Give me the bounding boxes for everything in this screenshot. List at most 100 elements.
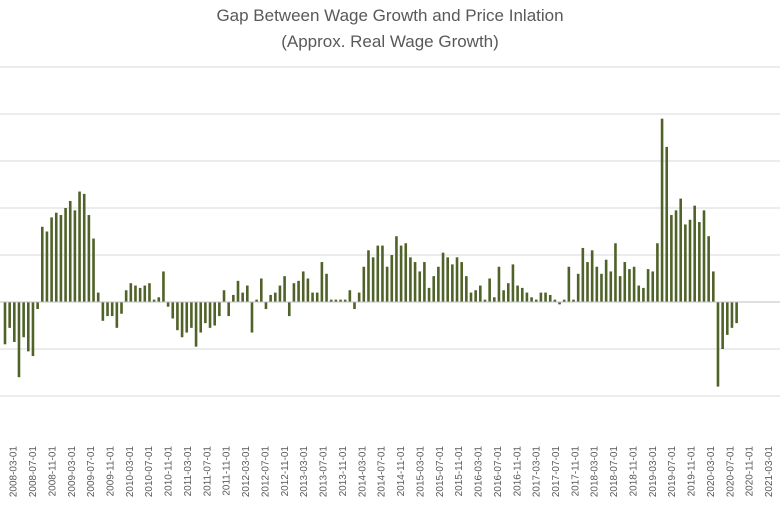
bar <box>320 262 324 302</box>
bar <box>264 302 268 310</box>
bar <box>451 264 454 302</box>
bar <box>399 245 403 302</box>
bar <box>348 290 352 302</box>
bar <box>712 271 715 302</box>
bar <box>730 302 734 328</box>
bar-series <box>3 118 738 387</box>
bar <box>297 280 300 302</box>
bar <box>441 252 445 302</box>
bar <box>614 243 617 302</box>
bar <box>688 219 692 302</box>
bar <box>483 299 487 302</box>
bar <box>684 224 687 302</box>
bar <box>157 297 161 302</box>
bar <box>218 302 221 317</box>
bar <box>702 210 706 302</box>
bar <box>721 302 724 349</box>
bar <box>143 285 147 302</box>
bar <box>36 302 39 310</box>
bar <box>222 290 226 302</box>
bar <box>301 271 305 302</box>
bar <box>357 292 361 302</box>
bar <box>567 266 571 302</box>
x-tick-label: 2019-11-01 <box>687 446 698 497</box>
bar <box>227 302 230 317</box>
x-tick-label: 2010-03-01 <box>125 446 136 498</box>
bar <box>339 299 342 302</box>
bar <box>437 266 440 302</box>
x-tick-label: 2019-07-01 <box>667 446 678 498</box>
bar <box>87 215 91 302</box>
bar <box>469 292 473 302</box>
x-tick-label: 2021-03-01 <box>764 446 775 498</box>
x-tick-label: 2012-11-01 <box>280 446 291 497</box>
bar <box>479 285 482 302</box>
x-tick-label: 2015-11-01 <box>454 446 465 497</box>
bar <box>59 215 63 302</box>
bar <box>413 262 417 302</box>
bar <box>381 245 384 302</box>
bar <box>273 292 277 302</box>
x-tick-label: 2018-03-01 <box>590 446 601 498</box>
bar <box>306 278 310 302</box>
bar <box>642 287 645 302</box>
x-tick-label: 2016-03-01 <box>474 446 485 498</box>
bar <box>120 302 123 314</box>
bar <box>600 273 603 302</box>
bar <box>73 210 77 302</box>
bar <box>353 302 356 310</box>
bar <box>232 294 235 302</box>
x-tick-label: 2017-03-01 <box>532 446 543 498</box>
x-tick-label: 2020-11-01 <box>745 446 756 497</box>
bar <box>618 276 622 302</box>
bar <box>586 262 589 302</box>
bar <box>40 226 44 302</box>
bar <box>283 276 286 302</box>
bar <box>651 271 655 302</box>
bar <box>511 264 515 302</box>
bar <box>474 290 477 302</box>
bar <box>698 222 701 302</box>
bar <box>17 302 21 378</box>
bar <box>269 294 272 302</box>
x-tick-label: 2008-07-01 <box>28 446 39 498</box>
bar <box>525 292 529 302</box>
bar <box>50 217 53 302</box>
bar <box>628 269 631 302</box>
bar <box>260 278 263 302</box>
x-tick-label: 2011-07-01 <box>202 446 213 497</box>
bar <box>423 262 426 302</box>
bar <box>185 302 189 333</box>
x-tick-label: 2009-11-01 <box>105 446 116 497</box>
bar <box>637 285 641 302</box>
bar <box>604 259 608 302</box>
bar <box>665 146 669 302</box>
bar <box>516 285 519 302</box>
x-tick-label: 2012-07-01 <box>260 446 271 498</box>
x-tick-label: 2018-11-01 <box>628 446 639 497</box>
bar <box>520 287 524 302</box>
bar <box>562 299 566 302</box>
x-tick-label: 2020-07-01 <box>725 446 736 498</box>
bar <box>674 210 678 302</box>
bar <box>385 266 389 302</box>
bar <box>632 266 636 302</box>
bar <box>465 276 468 302</box>
bar <box>362 266 366 302</box>
bar <box>138 287 142 302</box>
bar <box>78 191 81 302</box>
bar <box>311 292 314 302</box>
bar <box>129 283 133 302</box>
bar <box>315 292 319 302</box>
bar <box>115 302 119 328</box>
bar <box>3 302 7 345</box>
bar <box>455 257 459 302</box>
bar <box>241 292 244 302</box>
bar <box>68 200 72 302</box>
bar <box>427 287 431 302</box>
bar <box>134 285 137 302</box>
x-tick-label: 2008-03-01 <box>9 446 20 498</box>
bar <box>152 299 156 302</box>
bar <box>199 302 203 333</box>
x-tick-label: 2013-11-01 <box>338 446 349 497</box>
